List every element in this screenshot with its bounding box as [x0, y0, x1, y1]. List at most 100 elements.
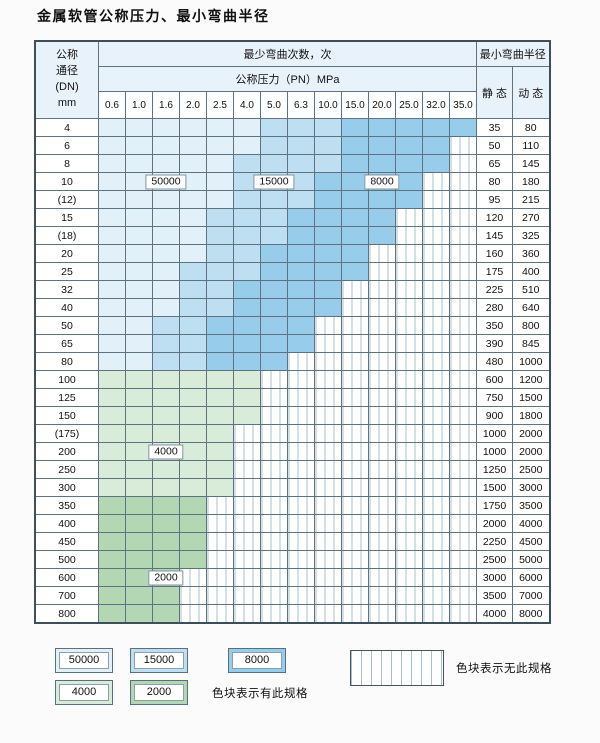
dynamic-cell: 8000 [512, 604, 550, 624]
table-row: 150 900 1800 [34, 406, 550, 425]
grid-cell [206, 118, 234, 137]
grid-cell [368, 334, 396, 353]
grid-cell [449, 514, 477, 533]
static-cell: 50 [476, 136, 513, 155]
static-cell: 3000 [476, 568, 513, 587]
grid-cell [395, 550, 423, 569]
grid-cell [206, 586, 234, 605]
grid-cell [341, 406, 369, 425]
grid-cell [341, 460, 369, 479]
grid-cell [152, 388, 180, 407]
grid-cell [233, 208, 261, 227]
grid-cell [260, 190, 288, 209]
spec-table-wrap: 公称 通径 (DN) mm 最少弯曲次数，次 最小弯曲半径 公称压力（PN）MP… [34, 40, 551, 624]
dynamic-cell: 1000 [512, 352, 550, 371]
grid-cell [395, 118, 423, 137]
grid-cell [233, 226, 261, 245]
grid-cell [395, 460, 423, 479]
grid-cell [233, 352, 261, 371]
no-spec-swatch [350, 650, 444, 686]
dn-cell: 600 [34, 568, 99, 587]
grid-cell [368, 424, 396, 443]
pressure-col-header: 1.6 [152, 91, 180, 119]
grid-cell [125, 334, 153, 353]
grid-cell [449, 352, 477, 371]
grid-cell [314, 208, 342, 227]
grid-cell [449, 406, 477, 425]
grid-cell [341, 586, 369, 605]
grid-cell [395, 208, 423, 227]
grid-cell [206, 172, 234, 191]
grid-cell [395, 334, 423, 353]
dn-cell: 450 [34, 532, 99, 551]
grid-cell [206, 550, 234, 569]
grid-cell [152, 334, 180, 353]
pressure-col-header: 6.3 [287, 91, 315, 119]
grid-cell [287, 118, 315, 137]
dn-cell: 4 [34, 118, 99, 137]
dn-header-line: 通径 [56, 65, 78, 78]
dn-cell: 800 [34, 604, 99, 624]
grid-cell [287, 604, 315, 624]
static-cell: 80 [476, 172, 513, 191]
table-row: 6 50 110 [34, 136, 550, 155]
region-label-4000: 4000 [148, 444, 184, 459]
table-row: 350 1750 3500 [34, 496, 550, 515]
grid-cell [152, 118, 180, 137]
dn-cell: 20 [34, 244, 99, 263]
grid-cell [314, 136, 342, 155]
pressure-col-header: 5.0 [260, 91, 288, 119]
grid-cell [233, 244, 261, 263]
static-cell: 1750 [476, 496, 513, 515]
pressure-header: 公称压力（PN）MPa [98, 66, 477, 92]
dynamic-cell: 215 [512, 190, 550, 209]
dynamic-cell: 2500 [512, 460, 550, 479]
grid-cell [260, 514, 288, 533]
grid-cell [125, 226, 153, 245]
grid-cell [449, 172, 477, 191]
grid-cell [422, 280, 450, 299]
grid-cell [395, 478, 423, 497]
grid-cell [233, 604, 261, 624]
grid-cell [368, 478, 396, 497]
grid-cell [152, 280, 180, 299]
grid-cell [233, 586, 261, 605]
grid-cell [287, 136, 315, 155]
grid-cell [179, 388, 207, 407]
grid-cell: 50000 [145, 172, 187, 191]
table-row: 8 65 145 [34, 154, 550, 173]
dn-header-line: 公称 [56, 49, 78, 62]
legend-label-8000: 8000 [232, 652, 282, 669]
grid-cell [260, 334, 288, 353]
grid-cell [287, 460, 315, 479]
grid-cell [260, 460, 288, 479]
grid-cell [314, 442, 342, 461]
pressure-col-header: 20.0 [368, 91, 396, 119]
grid-cell [152, 550, 180, 569]
grid-cell [260, 586, 288, 605]
grid-cell [314, 460, 342, 479]
grid-cell [98, 118, 126, 137]
grid-cell [449, 550, 477, 569]
pressure-col-header: 2.5 [206, 91, 234, 119]
static-cell: 35 [476, 118, 513, 137]
static-header: 静 态 [476, 66, 513, 119]
grid-cell [341, 532, 369, 551]
grid-cell [422, 406, 450, 425]
grid-cell [287, 550, 315, 569]
grid-cell [179, 460, 207, 479]
grid-cell [125, 550, 153, 569]
static-cell: 175 [476, 262, 513, 281]
grid-cell [449, 280, 477, 299]
dn-header-line: mm [57, 96, 77, 109]
grid-cell [287, 514, 315, 533]
grid-cell [206, 424, 234, 443]
dynamic-cell: 325 [512, 226, 550, 245]
static-cell: 350 [476, 316, 513, 335]
grid-cell [395, 424, 423, 443]
grid-cell [314, 352, 342, 371]
grid-cell [341, 424, 369, 443]
grid-cell [314, 154, 342, 173]
grid-cell [98, 496, 126, 515]
dynamic-cell: 80 [512, 118, 550, 137]
